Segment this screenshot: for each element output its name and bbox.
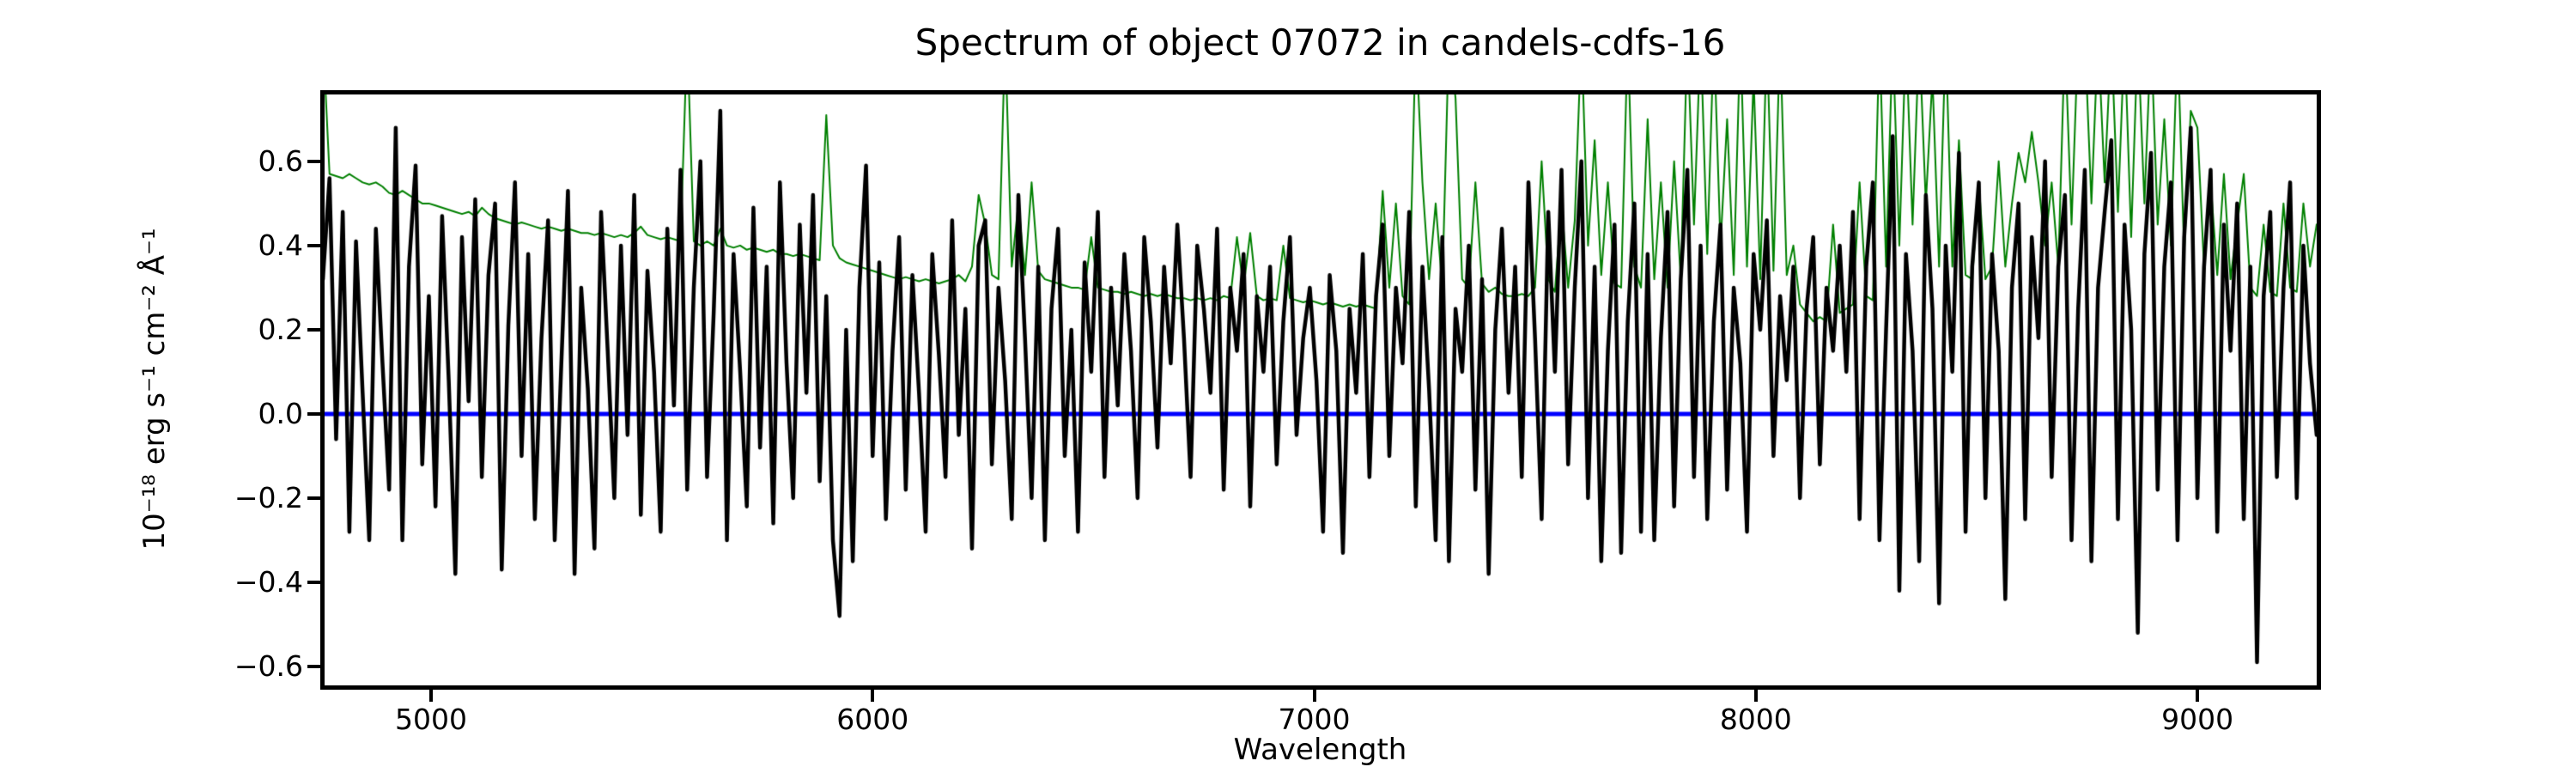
axes-spines [320,90,2321,690]
y-tick-label-0.0: 0.0 [258,396,303,430]
x-tick-label-5000: 5000 [395,703,467,736]
x-tick-label-8000: 8000 [1719,703,1792,736]
y-tick-−0.2 [307,496,320,500]
y-tick-−0.4 [307,580,320,584]
x-tick-9000 [2196,689,2200,702]
y-tick-0.2 [307,327,320,332]
y-tick-label-−0.6: −0.6 [234,648,303,683]
x-tick-6000 [871,689,875,702]
y-axis-label: 10⁻¹⁸ erg s⁻¹ cm⁻² Å⁻¹ [137,228,172,551]
x-tick-7000 [1312,689,1316,702]
y-tick-−0.6 [307,664,320,668]
x-tick-8000 [1753,689,1758,702]
y-tick-label-−0.4: −0.4 [234,564,303,599]
y-tick-label-0.6: 0.6 [258,143,303,178]
y-tick-0.6 [307,159,320,163]
y-tick-label-0.4: 0.4 [258,228,303,262]
y-tick-label-0.2: 0.2 [258,312,303,346]
x-tick-label-6000: 6000 [836,703,909,736]
x-axis-label: Wavelength [1233,733,1407,767]
y-tick-0.4 [307,243,320,247]
y-tick-0.0 [307,411,320,416]
plot-title: Spectrum of object 07072 in candels-cdfs… [914,21,1726,64]
y-tick-label-−0.2: −0.2 [234,480,303,514]
x-tick-5000 [429,689,434,702]
x-tick-label-9000: 9000 [2161,703,2234,736]
x-tick-label-7000: 7000 [1278,703,1351,736]
spectrum-plot-canvas [322,92,2318,687]
